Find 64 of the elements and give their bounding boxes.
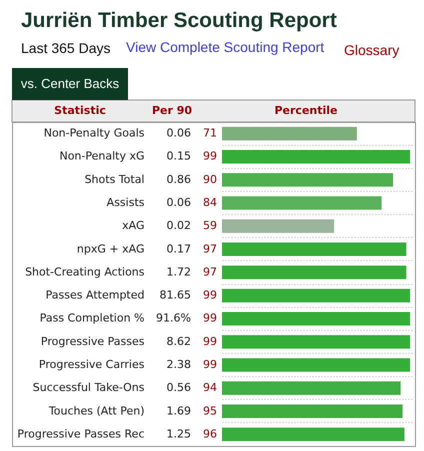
bar <box>222 196 382 210</box>
bar <box>222 266 406 280</box>
chart-title: Jurriën Timber Scouting Report <box>21 9 337 32</box>
bar <box>222 173 393 187</box>
y-tick-label: Non-Penalty Goals <box>44 126 145 140</box>
bar <box>222 381 401 395</box>
data-label: 97 <box>203 265 217 278</box>
data-label: 97 <box>203 242 217 256</box>
y-tick-label: Progressive Carries <box>38 358 145 371</box>
text: 1.72 <box>166 265 191 278</box>
data-label: 84 <box>203 196 217 209</box>
text: 0.15 <box>166 150 191 163</box>
bar <box>222 312 410 326</box>
text: View Complete Scouting Report <box>126 39 324 55</box>
y-tick-label: Touches (Att Pen) <box>48 404 144 418</box>
data-label: 90 <box>203 172 217 186</box>
text: 0.06 <box>166 196 191 209</box>
y-tick-label: Progressive Passes Rec <box>17 427 144 440</box>
data-label: 95 <box>203 404 217 418</box>
data-label: 99 <box>203 358 217 371</box>
y-tick-label: Shots Total <box>84 172 144 186</box>
text: 0.02 <box>166 219 191 232</box>
y-tick-label: Non-Penalty xG <box>59 150 144 163</box>
bar <box>222 219 334 233</box>
text: Glossary <box>344 42 400 58</box>
text: Per 90 <box>152 104 192 117</box>
data-label: 99 <box>203 334 217 348</box>
bar <box>222 150 410 164</box>
y-tick-label: Passes Attempted <box>46 288 144 302</box>
bar <box>222 428 404 442</box>
text: 81.65 <box>160 288 191 302</box>
y-tick-label: Successful Take-Ons <box>32 381 145 394</box>
bar <box>222 288 410 302</box>
y-tick-label: npxG + xAG <box>76 242 144 256</box>
bar <box>222 358 410 372</box>
text: 91.6% <box>156 312 191 325</box>
text: vs. Center Backs <box>20 76 120 91</box>
y-tick-label: Progressive Passes <box>40 334 145 348</box>
data-label: 94 <box>203 381 217 394</box>
data-label: 96 <box>203 427 217 440</box>
text: 0.06 <box>166 126 191 140</box>
text: 0.86 <box>166 172 191 186</box>
text: 8.62 <box>166 334 191 348</box>
y-tick-label: Pass Completion % <box>40 312 144 325</box>
data-label: 71 <box>203 126 217 140</box>
y-axis-title: Statistic <box>54 104 106 117</box>
y-tick-label: Shot-Creating Actions <box>25 265 145 278</box>
data-label: 99 <box>203 288 217 302</box>
text: 1.25 <box>166 427 191 440</box>
data-label: 99 <box>203 150 217 163</box>
text: 2.38 <box>166 358 191 371</box>
bar <box>222 335 410 349</box>
data-label: 99 <box>203 312 217 325</box>
y-tick-label: Assists <box>106 196 145 209</box>
text: 1.69 <box>166 404 191 418</box>
data-label: 59 <box>203 219 217 232</box>
text: Last 365 Days <box>21 40 110 56</box>
y-tick-label: xAG <box>122 219 144 232</box>
text: 0.56 <box>166 381 191 394</box>
bar <box>222 126 357 140</box>
bar <box>222 242 406 256</box>
text: 0.17 <box>166 242 191 256</box>
x-axis-title: Percentile <box>274 104 338 117</box>
bar <box>222 404 402 418</box>
